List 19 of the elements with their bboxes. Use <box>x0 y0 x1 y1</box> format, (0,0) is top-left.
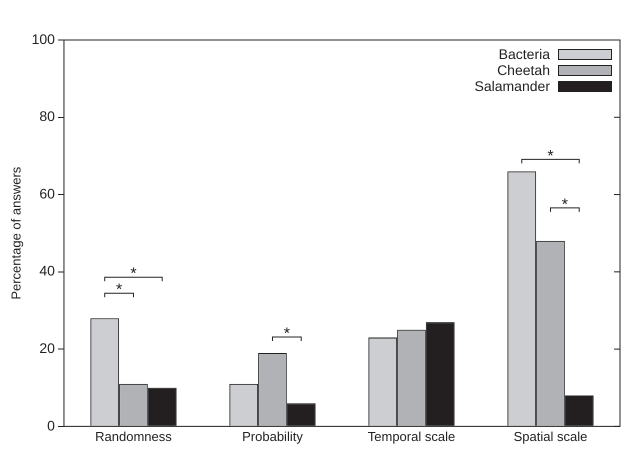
annotation: * <box>116 282 122 299</box>
x-tick-label: Spatial scale <box>514 428 588 444</box>
x-tick-label: Randomness <box>95 428 172 444</box>
y-tick-label: 60 <box>39 185 56 202</box>
y-tick-label: 100 <box>32 30 56 47</box>
legend-label: Salamander <box>474 78 550 94</box>
y-tick-label: 0 <box>47 417 56 434</box>
annotation: * <box>130 266 137 283</box>
annotation: * <box>284 325 290 342</box>
y-tick-label: 20 <box>39 340 56 356</box>
x-tick-label: Temporal scale <box>368 428 456 444</box>
y-tick-label: 40 <box>39 262 56 279</box>
annotation: * <box>547 148 554 165</box>
legend-label: Cheetah <box>497 62 550 78</box>
y-tick-label: 80 <box>39 108 56 124</box>
annotation: * <box>562 196 568 214</box>
y-axis-title: Percentage of answers <box>8 166 24 300</box>
legend-label: Bacteria <box>498 46 550 62</box>
x-tick-label: Probability <box>242 428 304 444</box>
